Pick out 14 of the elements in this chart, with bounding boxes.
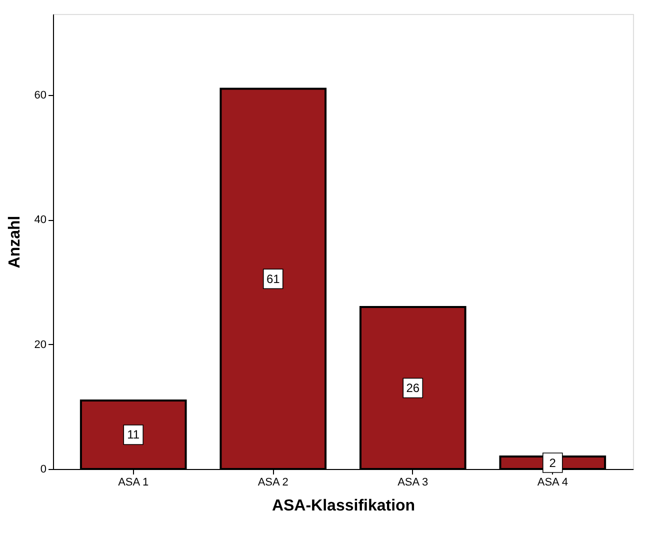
x-tick-label: ASA 1 [118,476,149,488]
data-label: 26 [406,380,420,395]
data-label: 11 [127,428,140,442]
x-tick-label: ASA 4 [537,476,568,488]
data-label: 61 [266,272,280,286]
y-tick-label: 60 [34,90,46,102]
x-tick-label: ASA 2 [258,476,288,488]
y-tick-label: 0 [40,464,46,476]
x-axis-title: ASA-Klassifikation [272,498,416,514]
data-label: 2 [549,456,556,470]
y-axis-title: Anzahl [6,216,24,268]
y-tick-label: 20 [34,338,46,351]
y-tick-label: 40 [34,214,46,226]
x-tick-label: ASA 3 [398,476,428,488]
